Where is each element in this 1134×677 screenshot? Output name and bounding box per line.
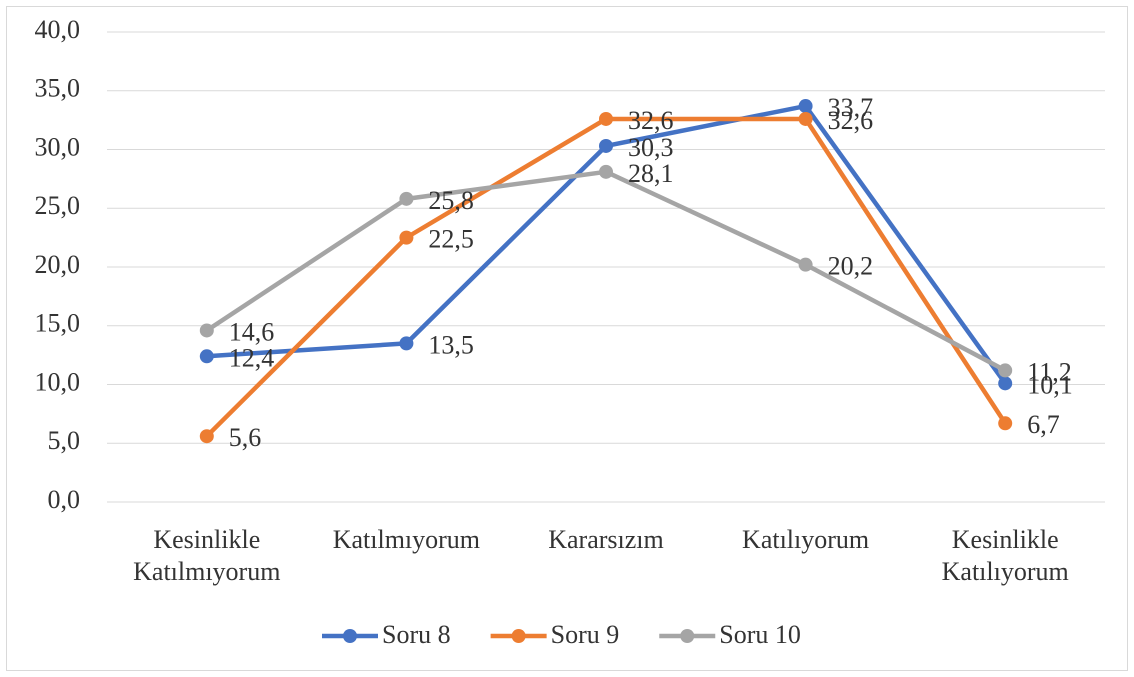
y-tick-label: 25,0 <box>35 191 81 220</box>
data-label: 25,8 <box>428 186 474 215</box>
data-label: 6,7 <box>1027 410 1060 439</box>
legend-marker <box>680 629 695 643</box>
y-tick-label: 10,0 <box>35 367 81 396</box>
y-tick-label: 30,0 <box>35 132 81 161</box>
legend-label: Soru 10 <box>719 620 801 649</box>
data-label: 33,7 <box>828 93 874 122</box>
data-label: 13,5 <box>428 330 474 359</box>
data-label: 32,6 <box>828 106 874 135</box>
data-point <box>199 323 214 338</box>
data-point <box>599 138 613 153</box>
data-label: 20,2 <box>828 252 874 281</box>
data-label: 5,6 <box>229 423 261 452</box>
data-label: 32,6 <box>628 106 674 135</box>
data-point <box>798 257 813 272</box>
x-tick-label: Katılmıyorum <box>332 525 481 554</box>
data-point <box>798 99 813 114</box>
data-point <box>399 191 414 206</box>
legend-marker <box>343 629 357 643</box>
y-tick-label: 20,0 <box>35 250 81 279</box>
data-point <box>998 363 1013 378</box>
data-point <box>798 111 813 126</box>
legend-marker <box>511 629 526 643</box>
data-point <box>199 349 214 364</box>
x-tick-label: Kesinlikle Katılıyorum <box>941 525 1069 586</box>
x-tick-label: Kesinlikle Katılmıyorum <box>133 525 281 586</box>
data-point <box>599 111 613 126</box>
data-label: 12,4 <box>229 343 274 372</box>
y-tick-label: 5,0 <box>48 426 81 455</box>
y-tick-label: 15,0 <box>35 309 81 338</box>
data-label: 10,1 <box>1027 370 1073 399</box>
data-point <box>199 429 214 444</box>
data-label: 11,2 <box>1027 357 1072 386</box>
x-tick-label: Kararsızım <box>548 525 664 554</box>
data-label: 14,6 <box>229 317 274 346</box>
data-label: 28,1 <box>628 159 674 188</box>
data-point <box>599 164 613 179</box>
y-tick-label: 0,0 <box>48 485 81 514</box>
data-label: 30,3 <box>628 133 674 162</box>
data-point <box>399 336 414 351</box>
data-point <box>998 416 1013 431</box>
data-label: 22,5 <box>428 225 474 254</box>
y-tick-label: 40,0 <box>35 15 81 44</box>
y-tick-label: 35,0 <box>35 74 81 103</box>
data-point <box>399 230 414 245</box>
x-tick-label: Katılıyorum <box>742 525 870 554</box>
legend-label: Soru 9 <box>551 620 620 649</box>
data-point <box>998 376 1013 391</box>
legend-label: Soru 8 <box>382 620 451 649</box>
